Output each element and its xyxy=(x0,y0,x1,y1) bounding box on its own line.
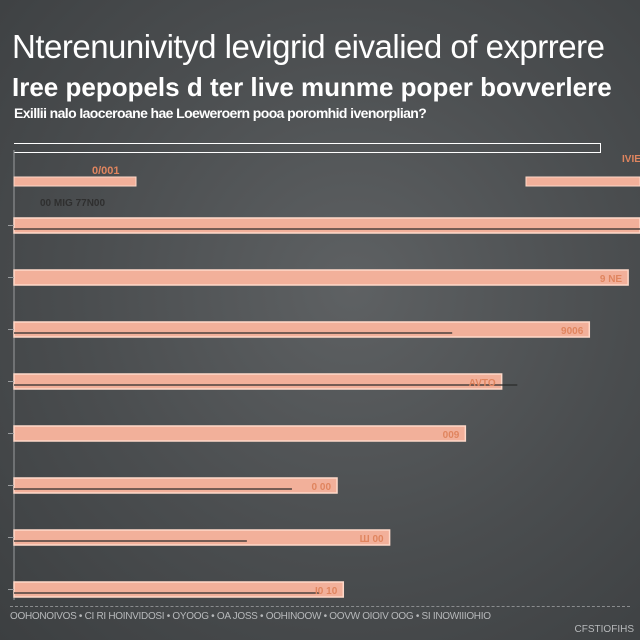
bar xyxy=(13,425,467,442)
bar-value-label: Ш 00 xyxy=(360,534,384,545)
bar-value-label: I0 10 xyxy=(315,586,338,597)
bars-group: 00 MIG 77N00 9 NE 9006 AVTO 009 0 00 Ш 00 I0 10 xyxy=(8,198,640,598)
bar xyxy=(13,321,591,338)
top-label-right: IVIE xyxy=(622,154,640,165)
bar xyxy=(13,217,640,234)
top-marker-right xyxy=(525,176,640,187)
top-rule xyxy=(14,143,601,153)
chart-title: Nterenunivityd levigrid eivalied of expr… xyxy=(12,28,605,65)
top-marker-left xyxy=(13,176,137,187)
bar-value-label: 00 MIG 77N00 xyxy=(40,198,105,209)
bar xyxy=(13,581,345,598)
chart-subtitle: Iree pepopels d ter live munme poper bov… xyxy=(12,72,612,102)
bar-value-label: 9 NE xyxy=(600,274,623,285)
bar-value-label: 9006 xyxy=(561,326,584,337)
bar-value-label: 009 xyxy=(443,430,460,441)
bar xyxy=(13,373,503,390)
bar-value-label: AVTO xyxy=(469,378,496,389)
bar xyxy=(13,529,391,546)
chart-caption: Exillii nalo Iaoceroane hae Loeweroern p… xyxy=(14,105,427,121)
top-label-left: 0/001 xyxy=(92,165,120,177)
footer-right-text: CFSTIOFIHS xyxy=(574,624,634,635)
bar-value-label: 0 00 xyxy=(312,482,332,493)
footer-text: OOHONOIVOS • CI RI HOINVIDOSI • OYOOG • … xyxy=(10,606,630,622)
bar xyxy=(13,477,338,494)
bar xyxy=(13,269,629,286)
